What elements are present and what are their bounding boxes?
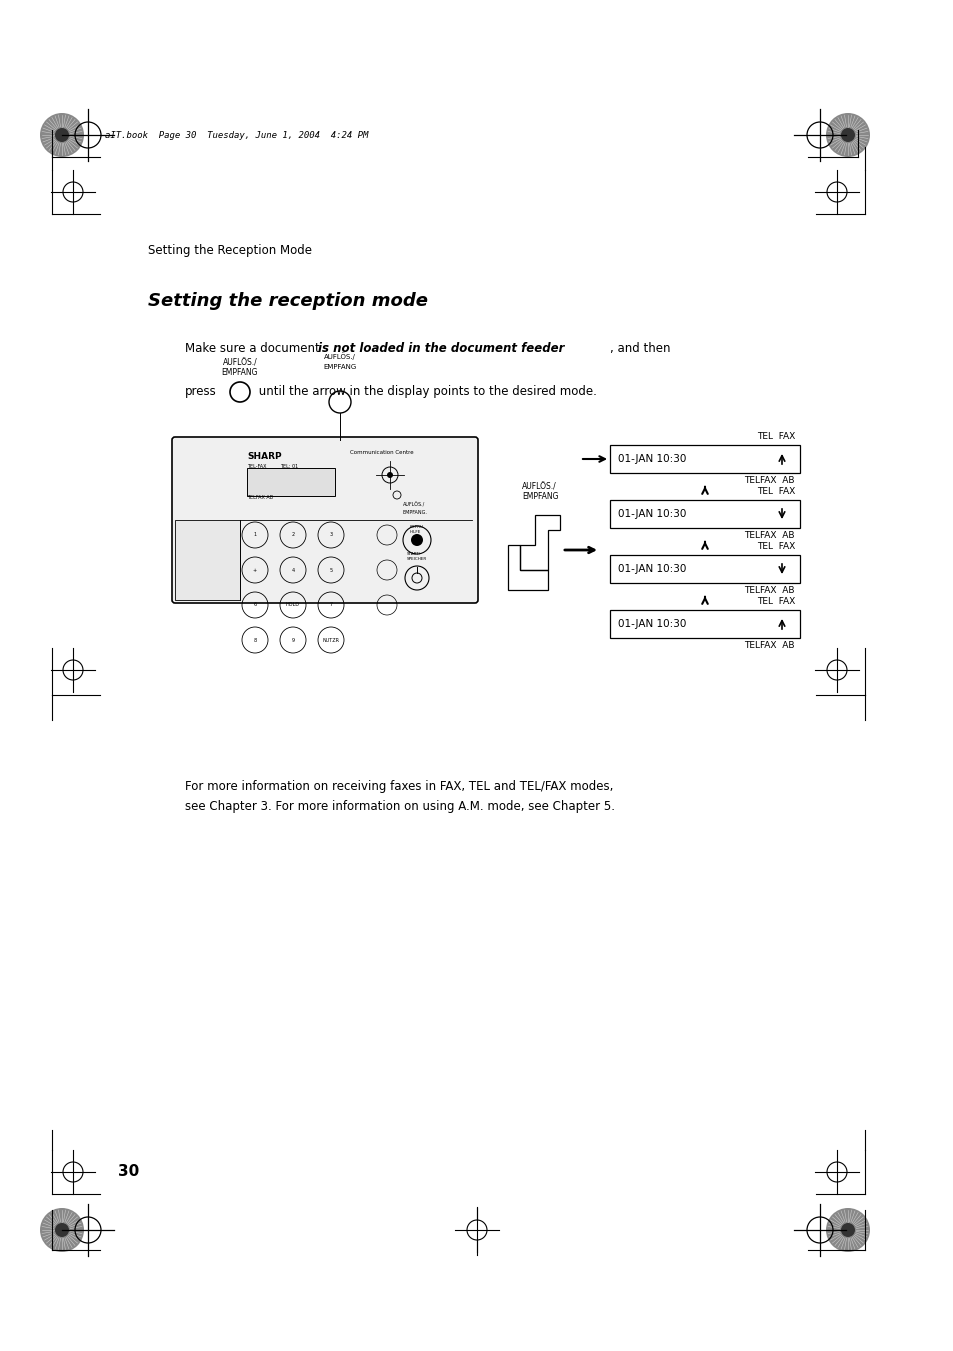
Text: 6: 6	[253, 603, 256, 608]
Text: SHARP: SHARP	[247, 453, 281, 461]
Text: +: +	[253, 567, 256, 573]
FancyBboxPatch shape	[172, 436, 477, 603]
Text: TELFAX  AB: TELFAX AB	[743, 531, 794, 540]
Text: see Chapter 3. For more information on using A.M. mode, see Chapter 5.: see Chapter 3. For more information on u…	[185, 800, 615, 813]
Circle shape	[841, 1223, 854, 1238]
Bar	[609, 611, 800, 638]
Bar	[174, 520, 240, 600]
Text: TELFAX  AB: TELFAX AB	[743, 640, 794, 650]
Circle shape	[40, 113, 84, 157]
Text: is not loaded in the document feeder: is not loaded in the document feeder	[317, 342, 564, 355]
Text: TELFAX  AB: TELFAX AB	[743, 586, 794, 594]
Text: 01-JAN 10:30: 01-JAN 10:30	[618, 563, 685, 574]
Text: 1: 1	[253, 532, 256, 538]
Text: TEL  FAX: TEL FAX	[756, 486, 794, 496]
Circle shape	[841, 128, 854, 142]
Text: 01-JAN 10:30: 01-JAN 10:30	[618, 509, 685, 519]
Text: TEL  FAX: TEL FAX	[756, 542, 794, 551]
Text: Setting the reception mode: Setting the reception mode	[148, 292, 428, 309]
Text: until the arrow in the display points to the desired mode.: until the arrow in the display points to…	[254, 385, 597, 399]
Text: 3: 3	[329, 532, 333, 538]
Bar	[609, 555, 800, 584]
Text: 7: 7	[329, 603, 333, 608]
Text: EMPFANG: EMPFANG	[221, 367, 258, 377]
Text: EMPFANG: EMPFANG	[323, 363, 356, 370]
Bar	[609, 444, 800, 473]
Circle shape	[825, 113, 869, 157]
Text: Make sure a document: Make sure a document	[185, 342, 323, 355]
Text: TEL: 01: TEL: 01	[280, 463, 298, 469]
Circle shape	[55, 128, 69, 142]
Text: AUFLÖS./: AUFLÖS./	[402, 503, 425, 507]
Text: EMPFANG.: EMPFANG.	[402, 509, 428, 515]
Text: press: press	[185, 385, 216, 399]
Text: KOPRU
HILFE: KOPRU HILFE	[410, 526, 423, 534]
Text: HOLD: HOLD	[286, 603, 299, 608]
Bar	[247, 467, 335, 496]
Text: TEL  FAX: TEL FAX	[756, 597, 794, 607]
Text: Setting the Reception Mode: Setting the Reception Mode	[148, 245, 312, 257]
Text: 4: 4	[291, 567, 294, 573]
Bar	[609, 500, 800, 528]
Text: AUFLÖS./: AUFLÖS./	[324, 353, 355, 359]
Circle shape	[40, 1208, 84, 1252]
Text: NUTZR: NUTZR	[322, 638, 339, 643]
Text: AUFLÖS./: AUFLÖS./	[222, 359, 257, 367]
Text: TEL  FAX: TEL FAX	[756, 432, 794, 440]
Circle shape	[387, 471, 393, 478]
Circle shape	[825, 1208, 869, 1252]
Text: aIT.book  Page 30  Tuesday, June 1, 2004  4:24 PM: aIT.book Page 30 Tuesday, June 1, 2004 4…	[105, 131, 368, 139]
Text: 30: 30	[118, 1165, 139, 1179]
Text: TELFAX AB: TELFAX AB	[247, 494, 273, 500]
Text: TELFAX  AB: TELFAX AB	[743, 476, 794, 485]
Text: 8: 8	[253, 638, 256, 643]
Text: AUFLÖS./: AUFLÖS./	[521, 484, 557, 492]
Text: For more information on receiving faxes in FAX, TEL and TEL/FAX modes,: For more information on receiving faxes …	[185, 780, 613, 793]
Text: 2: 2	[291, 532, 294, 538]
Text: EMPFANG: EMPFANG	[521, 492, 558, 501]
Circle shape	[411, 534, 422, 546]
Text: 5: 5	[329, 567, 333, 573]
Text: 01-JAN 10:30: 01-JAN 10:30	[618, 619, 685, 630]
Text: Communication Centre: Communication Centre	[350, 450, 414, 455]
Circle shape	[55, 1223, 69, 1238]
Text: 9: 9	[292, 638, 294, 643]
Text: , and then: , and then	[609, 342, 670, 355]
Text: 01-JAN 10:30: 01-JAN 10:30	[618, 454, 685, 463]
Text: TEL-FAX: TEL-FAX	[247, 463, 266, 469]
Text: START/
SPEICHER: START/ SPEICHER	[407, 553, 427, 561]
